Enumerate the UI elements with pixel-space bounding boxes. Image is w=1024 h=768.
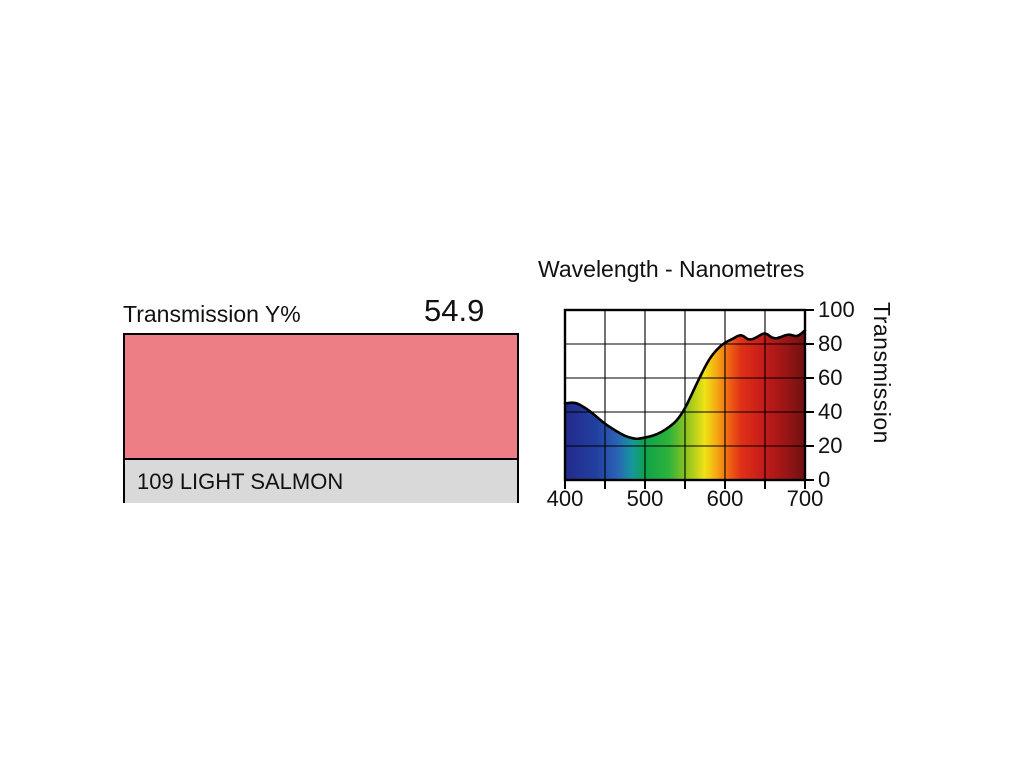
transmission-value: 54.9: [424, 293, 485, 328]
y-axis-title: Transmission: [869, 302, 895, 444]
x-axis-tick-label: 400: [546, 486, 584, 511]
spectrum-chart-svg: [563, 308, 814, 489]
transmission-label: Transmission Y%: [123, 301, 301, 327]
gel-swatch: [125, 335, 517, 458]
y-axis-tick-label: 100: [818, 297, 855, 322]
gel-swatch-block: 109 LIGHT SALMON: [123, 333, 519, 503]
y-axis-tick-label: 40: [818, 399, 843, 424]
y-axis-tick-label: 60: [818, 365, 843, 390]
gel-name-strip: 109 LIGHT SALMON: [125, 458, 517, 503]
gel-name-label: 109 LIGHT SALMON: [137, 468, 344, 494]
spectrum-chart: [563, 308, 814, 489]
y-axis-tick-label: 20: [818, 433, 843, 458]
chart-title: Wavelength - Nanometres: [538, 256, 805, 282]
y-axis-tick-label: 80: [818, 331, 843, 356]
x-axis-tick-label: 600: [706, 486, 744, 511]
y-axis-tick-label: 0: [818, 467, 831, 492]
x-axis-tick-label: 700: [786, 486, 824, 511]
x-axis-tick-label: 500: [626, 486, 664, 511]
